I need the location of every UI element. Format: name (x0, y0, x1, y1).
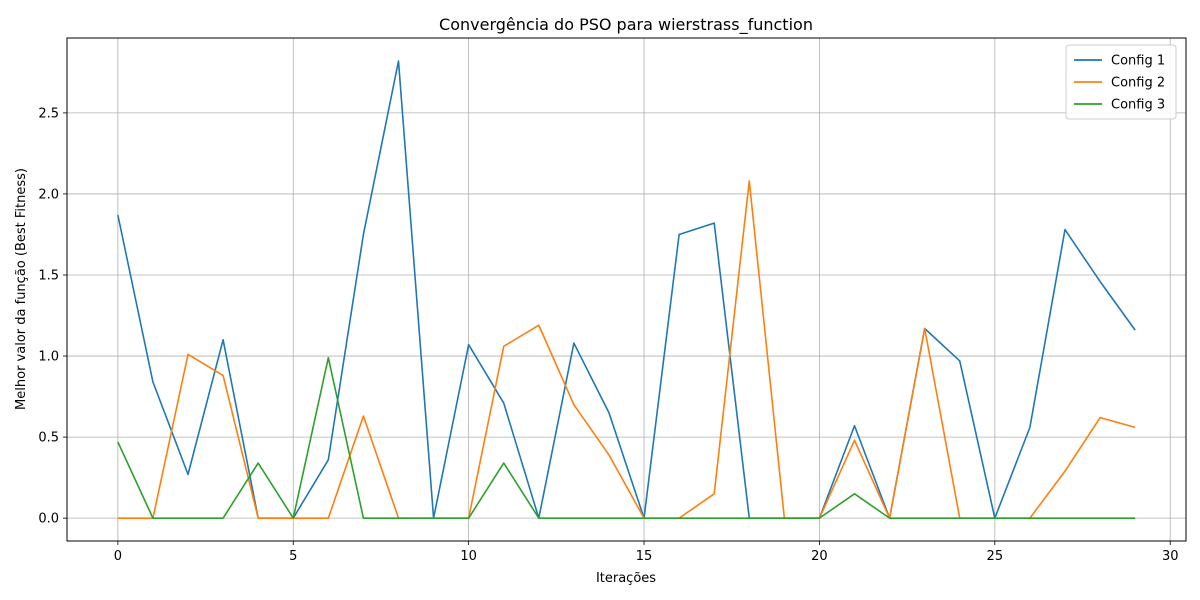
y-tick-label: 2.5 (38, 106, 59, 121)
legend-box (1065, 44, 1177, 120)
y-axis-title: Melhor valor da função (Best Fitness) (14, 168, 29, 410)
x-axis-title: Iterações (596, 571, 656, 586)
x-axis: 0 5 10 15 20 25 30 (114, 541, 1179, 564)
plot-frame (66, 37, 1187, 542)
y-tick-label: 0.0 (38, 512, 59, 527)
y-tick-label: 0.5 (38, 431, 59, 446)
x-tick-label: 25 (987, 549, 1004, 564)
y-tick-label: 1.0 (38, 350, 59, 365)
y-axis: 0.0 0.5 1.0 1.5 2.0 2.5 (38, 106, 67, 527)
x-tick-label: 20 (811, 549, 828, 564)
series-line-config-3 (117, 356, 1136, 519)
x-tick-label: 10 (460, 549, 477, 564)
x-tick-label: 0 (114, 549, 122, 564)
x-tick-label: 15 (636, 549, 653, 564)
legend-label: Config 2 (1111, 76, 1165, 91)
y-tick-label: 1.5 (38, 268, 59, 283)
series-line-config-1 (117, 60, 1136, 519)
series-layer (117, 60, 1136, 519)
chart-title: Convergência do PSO para wierstrass_func… (439, 15, 813, 35)
x-tick-label: 5 (289, 549, 297, 564)
y-tick-label: 2.0 (38, 187, 59, 202)
legend-label: Config 1 (1111, 54, 1165, 69)
legend-label: Config 3 (1111, 98, 1165, 113)
grid (67, 38, 1186, 541)
legend: Config 1 Config 2 Config 3 (1065, 44, 1177, 120)
x-tick-label: 30 (1162, 549, 1179, 564)
